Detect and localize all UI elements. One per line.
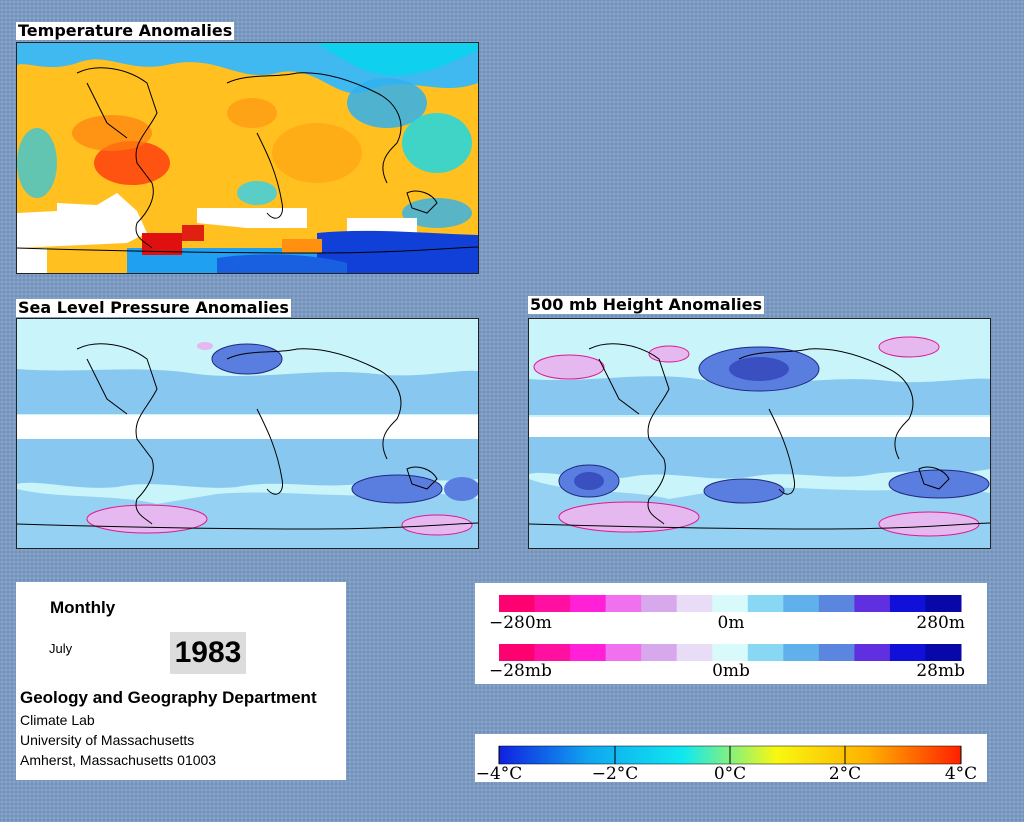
- slp-legend-swatch: [641, 644, 678, 661]
- slp-legend-swatch: [499, 644, 536, 661]
- slp-legend-swatch: [889, 644, 926, 661]
- height500-anomaly-map: [528, 318, 991, 549]
- slp-legend-swatch: [783, 644, 820, 661]
- slp-map-title: Sea Level Pressure Anomalies: [16, 298, 291, 317]
- slp-legend-swatch: [925, 644, 962, 661]
- height-legend-swatch: [676, 595, 713, 612]
- height500-map-title: 500 mb Height Anomalies: [528, 295, 765, 314]
- month-label: July: [49, 641, 73, 656]
- slp-legend-swatch: [605, 644, 642, 661]
- height-legend-swatch: [925, 595, 962, 612]
- period-label: Monthly: [50, 598, 116, 617]
- height-legend-swatch: [712, 595, 749, 612]
- height-legend-max-label: 280m: [916, 613, 965, 633]
- info-panel: Monthly July 1983 Geology and Geography …: [16, 582, 346, 780]
- temp-legend-label: −2°C: [592, 764, 639, 782]
- university-name: University of Massachusetts: [20, 732, 195, 748]
- height-legend-min-label: −280m: [489, 613, 552, 633]
- slp-legend-min-label: −28mb: [489, 661, 552, 681]
- slp-legend-swatch: [712, 644, 749, 661]
- temp-legend-label: 2°C: [829, 764, 861, 782]
- height-legend-swatch: [854, 595, 891, 612]
- address-line: Amherst, Massachusetts 01003: [20, 752, 217, 768]
- slp-legend-swatch: [854, 644, 891, 661]
- temp-legend-label: −4°C: [476, 764, 523, 782]
- year-label: 1983: [170, 632, 246, 674]
- slp-anomaly-map: [16, 318, 479, 549]
- slp-legend-max-label: 28mb: [916, 661, 965, 681]
- slp-legend-colorbar: [499, 644, 962, 661]
- height-legend-swatch: [889, 595, 926, 612]
- lab-name: Climate Lab: [20, 712, 95, 728]
- slp-legend-swatch: [570, 644, 607, 661]
- department-name: Geology and Geography Department: [20, 688, 317, 707]
- height-legend-swatch: [783, 595, 820, 612]
- height-legend-swatch: [499, 595, 536, 612]
- height-legend-swatch: [570, 595, 607, 612]
- temperature-map-title: Temperature Anomalies: [16, 21, 235, 40]
- height-legend-swatch: [534, 595, 571, 612]
- height-legend-swatch: [747, 595, 784, 612]
- slp-legend-swatch: [747, 644, 784, 661]
- anomaly-legend-box: −280m 0m 280m −28mb 0mb 28mb: [475, 583, 987, 684]
- height-legend-colorbar: [499, 595, 962, 612]
- height-legend-swatch: [641, 595, 678, 612]
- slp-legend-swatch: [534, 644, 571, 661]
- temperature-anomaly-map: [16, 42, 479, 274]
- temperature-legend-box: −4°C −2°C 0°C 2°C 4°C: [475, 734, 987, 782]
- slp-legend-zero-label: 0mb: [712, 661, 750, 681]
- temp-legend-label: 0°C: [714, 764, 746, 782]
- height-legend-zero-label: 0m: [718, 613, 745, 633]
- height-legend-swatch: [818, 595, 855, 612]
- slp-legend-swatch: [818, 644, 855, 661]
- temp-legend-label: 4°C: [945, 764, 977, 782]
- height-legend-swatch: [605, 595, 642, 612]
- slp-legend-swatch: [676, 644, 713, 661]
